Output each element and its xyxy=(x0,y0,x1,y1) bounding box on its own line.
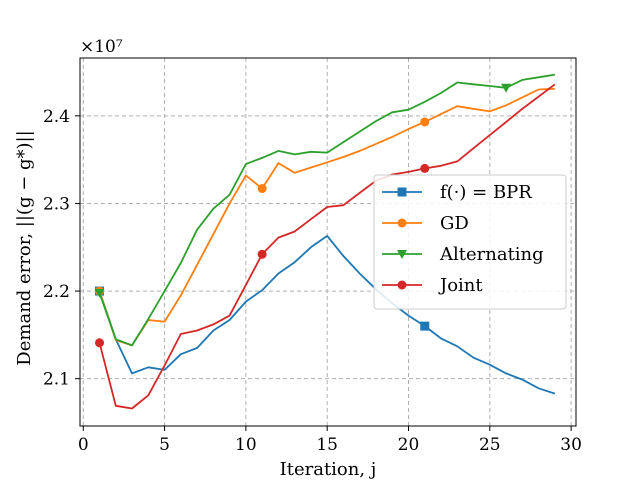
data-point-marker xyxy=(257,249,267,259)
legend-item: GD xyxy=(382,213,469,234)
series-line xyxy=(98,87,555,347)
data-point-marker xyxy=(94,288,105,298)
x-tick-label: 20 xyxy=(398,435,420,455)
x-tick-label: 25 xyxy=(479,435,501,455)
y-offset-label: ×10⁷ xyxy=(80,37,123,57)
axis-ticks: 0 5 10 15 20 25 30 2.1 2.2 2.3 2.4 xyxy=(43,107,582,455)
legend: f(·) = BPR GD Alternating Joint xyxy=(373,174,567,310)
data-point-marker xyxy=(501,83,512,93)
data-point-marker xyxy=(420,117,430,127)
series-2 xyxy=(94,73,556,347)
y-tick-label: 2.4 xyxy=(43,107,70,127)
data-point-marker xyxy=(95,338,105,348)
data-point-marker xyxy=(420,163,430,173)
plot-frame xyxy=(79,57,577,427)
legend-item: Alternating xyxy=(382,244,544,265)
legend-swatch-marker xyxy=(397,218,407,228)
x-tick-label: 10 xyxy=(235,435,257,455)
series-line xyxy=(98,234,556,395)
legend-item: Joint xyxy=(382,275,483,296)
legend-label: GD xyxy=(440,213,469,234)
series-line xyxy=(98,83,556,410)
data-point-marker xyxy=(257,184,267,194)
x-tick-label: 15 xyxy=(316,435,338,455)
y-tick-label: 2.2 xyxy=(43,282,70,302)
series-line xyxy=(98,73,556,347)
legend-swatch-marker xyxy=(397,250,407,259)
x-tick-label: 30 xyxy=(560,435,582,455)
legend-label: Alternating xyxy=(439,244,544,265)
series-layer xyxy=(94,73,556,410)
legend-swatch-marker xyxy=(397,187,407,197)
legend-swatch-marker xyxy=(397,280,407,290)
x-axis-label: Iteration, j xyxy=(280,459,377,480)
legend-label: Joint xyxy=(438,275,483,296)
legend-box xyxy=(373,174,567,310)
legend-item: f(·) = BPR xyxy=(382,182,532,203)
x-tick-label: 0 xyxy=(78,435,89,455)
series-3 xyxy=(95,83,556,410)
x-tick-label: 5 xyxy=(159,435,170,455)
y-axis-label: Demand error, ||(g − g*)|| xyxy=(14,130,35,365)
y-tick-label: 2.1 xyxy=(43,370,70,390)
data-point-marker xyxy=(420,321,430,331)
legend-label: f(·) = BPR xyxy=(440,182,532,203)
y-tick-label: 2.3 xyxy=(43,194,70,214)
